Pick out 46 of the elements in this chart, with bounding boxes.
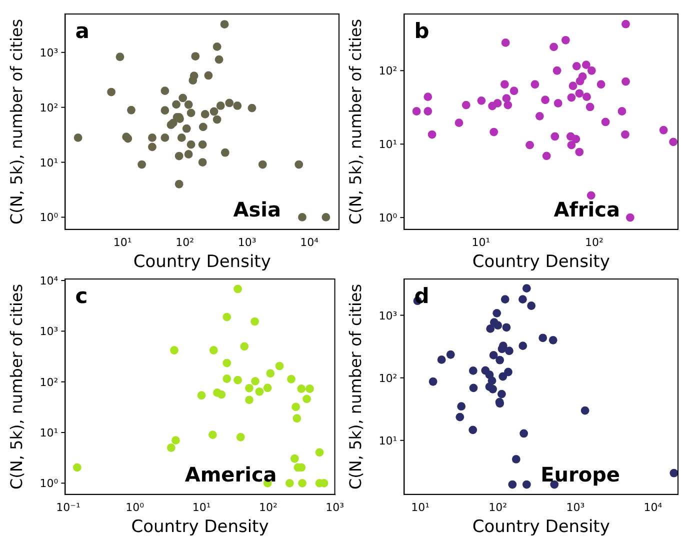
y-tick-label: 10⁴: [40, 274, 59, 288]
x-tick-label: 10²: [584, 236, 604, 249]
x-tick-label: 10⁻¹: [56, 500, 80, 514]
chart-title: a: [75, 18, 90, 43]
x-axis-title: Country Density: [131, 517, 269, 538]
x-tick-label: 10¹: [192, 500, 211, 514]
annotation: Asia: [233, 198, 281, 222]
y-tick-label: 10¹: [40, 426, 58, 440]
x-tick-label: 10²: [258, 500, 278, 514]
x-tick-label: 10²: [488, 500, 508, 514]
x-tick-label: 10³: [238, 236, 256, 249]
y-tick-label: 10¹: [378, 138, 398, 152]
y-axis-title: C(N, 5k), number of cities: [346, 284, 365, 490]
y-tick-label: 10³: [378, 309, 398, 322]
y-tick-label: 10²: [40, 101, 58, 114]
y-tick-label: 10⁰: [40, 211, 59, 224]
y-tick-label: 10²: [378, 64, 398, 78]
chart-title: c: [75, 284, 88, 308]
x-axis-title: Country Density: [133, 252, 271, 272]
x-tick-label: 10¹: [472, 236, 490, 249]
x-tick-label: 10⁰: [126, 500, 145, 514]
y-axis-title: C(N, 5k), number of cities: [6, 284, 26, 490]
x-tick-label: 10⁴: [300, 236, 320, 249]
x-tick-label: 10³: [326, 500, 344, 514]
y-tick-label: 10⁰: [378, 212, 398, 225]
y-tick-label: 10³: [40, 325, 58, 338]
chart-title: d: [414, 284, 430, 308]
y-tick-label: 10¹: [378, 434, 398, 448]
y-axis-title: C(N, 5k), number of cities: [6, 18, 26, 224]
x-tick-label: 10¹: [113, 236, 132, 249]
annotation: Africa: [554, 198, 620, 222]
y-tick-label: 10⁰: [40, 477, 59, 490]
x-axis-title: Country Density: [472, 517, 610, 538]
annotation: America: [184, 462, 277, 487]
y-tick-label: 10³: [40, 46, 58, 60]
y-tick-label: 10²: [40, 376, 58, 389]
annotation: Europe: [540, 462, 620, 487]
y-tick-label: 10²: [378, 372, 398, 385]
x-tick-label: 10¹: [411, 500, 430, 514]
x-axis-title: Country Density: [472, 252, 610, 272]
x-tick-label: 10⁴: [644, 500, 663, 514]
y-axis-title: C(N, 5k), number of cities: [346, 18, 365, 224]
x-tick-label: 10²: [176, 236, 194, 249]
y-tick-label: 10¹: [40, 156, 58, 170]
chart-title: b: [414, 18, 430, 43]
x-tick-label: 10³: [566, 500, 585, 514]
